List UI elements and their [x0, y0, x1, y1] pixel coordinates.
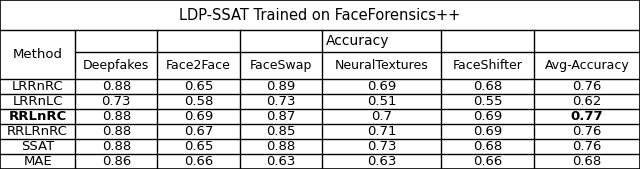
Text: 0.76: 0.76: [572, 140, 602, 153]
Text: 0.88: 0.88: [102, 125, 131, 138]
Text: 0.77: 0.77: [571, 110, 604, 123]
Text: MAE: MAE: [23, 155, 52, 168]
Text: 0.73: 0.73: [102, 95, 131, 108]
Text: 0.68: 0.68: [473, 140, 502, 153]
Text: 0.88: 0.88: [102, 110, 131, 123]
Text: FaceShifter: FaceShifter: [452, 59, 523, 72]
Text: 0.69: 0.69: [473, 125, 502, 138]
Text: SSAT: SSAT: [21, 140, 54, 153]
Text: 0.67: 0.67: [184, 125, 213, 138]
Text: 0.73: 0.73: [367, 140, 396, 153]
Text: 0.65: 0.65: [184, 140, 213, 153]
Text: LRRnRC: LRRnRC: [12, 80, 63, 93]
Text: 0.51: 0.51: [367, 95, 396, 108]
Text: 0.68: 0.68: [572, 155, 602, 168]
Text: LDP-SSAT Trained on FaceForensics++: LDP-SSAT Trained on FaceForensics++: [179, 8, 461, 23]
Text: 0.85: 0.85: [266, 125, 295, 138]
Text: 0.7: 0.7: [371, 110, 392, 123]
Text: RRLnRC: RRLnRC: [8, 110, 67, 123]
Text: 0.76: 0.76: [572, 80, 602, 93]
Text: 0.65: 0.65: [184, 80, 213, 93]
Text: 0.86: 0.86: [102, 155, 131, 168]
Text: 0.69: 0.69: [367, 80, 396, 93]
Text: 0.89: 0.89: [266, 80, 295, 93]
Text: 0.87: 0.87: [266, 110, 295, 123]
Text: Accuracy: Accuracy: [326, 34, 389, 48]
Text: 0.71: 0.71: [367, 125, 396, 138]
Text: 0.73: 0.73: [266, 95, 296, 108]
Text: 0.68: 0.68: [473, 80, 502, 93]
Text: 0.62: 0.62: [572, 95, 602, 108]
Text: 0.69: 0.69: [184, 110, 213, 123]
Text: Deepfakes: Deepfakes: [83, 59, 150, 72]
Text: 0.63: 0.63: [266, 155, 295, 168]
Text: NeuralTextures: NeuralTextures: [335, 59, 428, 72]
Text: LRRnLC: LRRnLC: [12, 95, 63, 108]
Text: RRLRnRC: RRLRnRC: [7, 125, 68, 138]
Text: Method: Method: [13, 48, 63, 61]
Text: 0.55: 0.55: [473, 95, 502, 108]
Text: 0.58: 0.58: [184, 95, 213, 108]
Text: FaceSwap: FaceSwap: [250, 59, 312, 72]
Text: Avg-Accuracy: Avg-Accuracy: [545, 59, 629, 72]
Text: 0.88: 0.88: [266, 140, 295, 153]
Text: Face2Face: Face2Face: [166, 59, 231, 72]
Text: 0.76: 0.76: [572, 125, 602, 138]
Text: 0.66: 0.66: [184, 155, 213, 168]
Text: 0.69: 0.69: [473, 110, 502, 123]
Text: 0.66: 0.66: [473, 155, 502, 168]
Text: 0.88: 0.88: [102, 80, 131, 93]
Text: 0.88: 0.88: [102, 140, 131, 153]
Text: 0.63: 0.63: [367, 155, 396, 168]
